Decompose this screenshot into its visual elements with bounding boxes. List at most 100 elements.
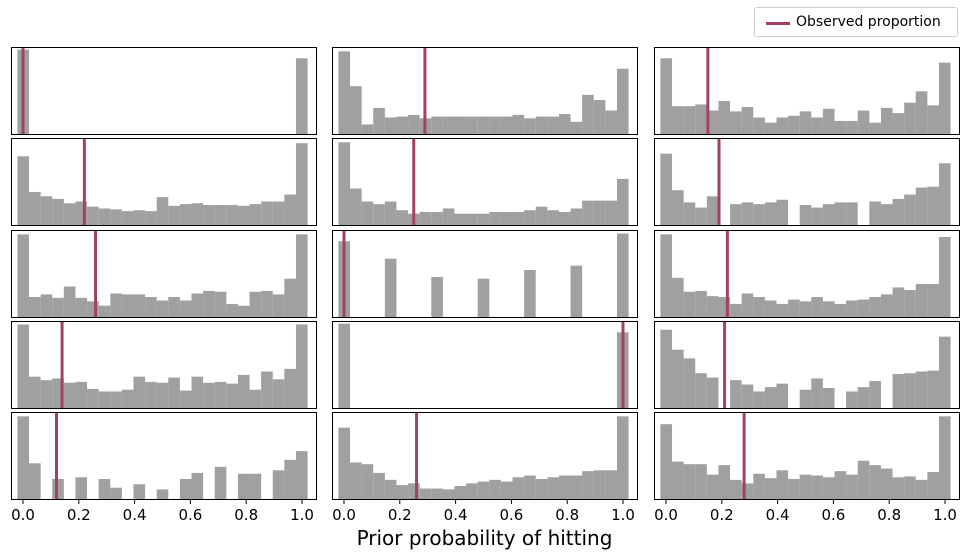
- bar: [191, 203, 204, 225]
- bar: [822, 108, 835, 134]
- bar: [477, 116, 490, 134]
- bar: [500, 116, 513, 134]
- bar: [350, 462, 362, 499]
- bar: [582, 471, 594, 499]
- bar: [672, 190, 684, 225]
- bar: [17, 156, 30, 225]
- bar: [915, 479, 928, 499]
- bar: [179, 204, 192, 225]
- bar: [284, 368, 296, 408]
- bar: [683, 464, 696, 499]
- bar: [272, 294, 285, 317]
- bar: [582, 94, 594, 134]
- bar: [776, 199, 789, 225]
- bar: [524, 475, 536, 499]
- panel-3-2: [332, 230, 638, 318]
- bar: [834, 202, 847, 225]
- bar: [811, 296, 823, 317]
- bar: [764, 478, 777, 499]
- bar: [17, 324, 30, 408]
- bar: [338, 142, 351, 225]
- bar: [753, 117, 765, 134]
- bar: [730, 380, 742, 408]
- bar: [904, 194, 916, 225]
- panel-1-2: [332, 47, 638, 135]
- bar: [384, 258, 397, 317]
- bar: [570, 475, 583, 499]
- bar: [869, 296, 881, 317]
- panel-frame: [654, 230, 960, 318]
- bar: [373, 472, 385, 499]
- bar: [846, 300, 858, 317]
- bar: [927, 105, 939, 134]
- bar: [753, 391, 765, 408]
- bar: [672, 461, 684, 499]
- bar: [52, 378, 64, 408]
- bar: [454, 213, 467, 225]
- bar: [442, 208, 455, 225]
- bar: [616, 416, 629, 499]
- bar: [892, 287, 905, 317]
- bar: [846, 391, 858, 408]
- bar: [284, 194, 296, 225]
- bar: [904, 476, 916, 499]
- bar: [672, 349, 684, 408]
- bar: [558, 113, 571, 134]
- bar: [672, 277, 684, 317]
- bar: [788, 299, 800, 317]
- x-tick-label: 0.8: [234, 506, 258, 524]
- bar: [695, 464, 707, 499]
- bar: [776, 383, 789, 408]
- bar: [660, 58, 673, 135]
- bar: [272, 470, 285, 499]
- bar: [753, 204, 765, 225]
- bar: [168, 205, 180, 225]
- bar: [338, 323, 351, 408]
- x-tick-label: 1.0: [290, 506, 314, 524]
- bar: [512, 477, 525, 499]
- x-tick-label: 0.0: [654, 506, 678, 524]
- bar: [593, 470, 606, 499]
- bar: [133, 484, 146, 499]
- bar: [396, 116, 409, 134]
- bar: [295, 324, 308, 408]
- bar: [869, 201, 881, 225]
- bar: [915, 371, 928, 408]
- bar: [284, 459, 296, 499]
- bar: [203, 382, 215, 408]
- bar: [892, 477, 905, 499]
- bar: [605, 200, 617, 225]
- panel-frame: [11, 321, 317, 409]
- panel-1-3: [654, 47, 960, 135]
- bar: [350, 86, 362, 134]
- bar: [880, 294, 893, 317]
- bar: [52, 198, 64, 225]
- panel-4-3: [654, 321, 960, 409]
- bar: [454, 485, 467, 499]
- x-tick-label: 0.0: [332, 506, 356, 524]
- bar: [660, 424, 673, 499]
- bar: [396, 485, 409, 499]
- bar: [272, 379, 285, 408]
- x-axis-label: Prior probability of hitting: [356, 526, 613, 550]
- bar: [927, 472, 939, 499]
- x-tick-label: 0.6: [821, 506, 845, 524]
- bar: [938, 62, 951, 134]
- panel-2-2: [332, 138, 638, 226]
- bar: [558, 211, 571, 225]
- bar: [156, 197, 169, 225]
- bar: [237, 374, 250, 408]
- panel-frame: [654, 321, 960, 409]
- bar: [408, 483, 420, 499]
- bar: [191, 293, 204, 317]
- bar: [203, 204, 215, 225]
- bar: [98, 478, 111, 499]
- bar: [846, 202, 858, 225]
- bar: [87, 206, 99, 225]
- bar: [214, 204, 227, 225]
- bar: [706, 196, 719, 225]
- bar: [121, 389, 134, 408]
- bar: [121, 294, 134, 317]
- bar: [40, 380, 53, 408]
- bar: [477, 481, 490, 499]
